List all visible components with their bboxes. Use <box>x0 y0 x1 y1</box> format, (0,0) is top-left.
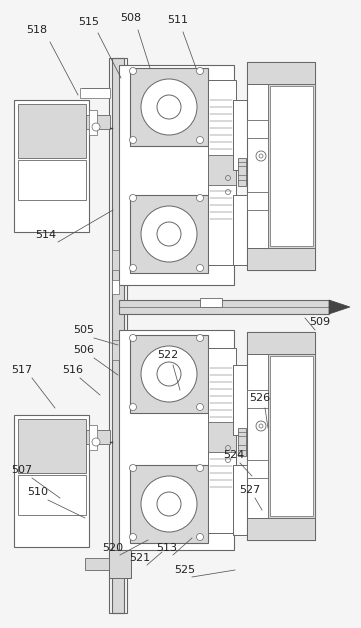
Bar <box>208 155 236 185</box>
Text: 525: 525 <box>174 565 196 575</box>
Bar <box>247 518 315 540</box>
Circle shape <box>157 95 181 119</box>
Bar <box>233 465 247 535</box>
Bar <box>89 425 97 450</box>
Bar <box>112 58 124 613</box>
Text: 510: 510 <box>27 487 48 497</box>
Bar <box>247 332 315 354</box>
Circle shape <box>130 136 136 144</box>
Bar <box>247 248 315 270</box>
Polygon shape <box>329 300 350 314</box>
Bar <box>112 250 119 270</box>
Text: 505: 505 <box>74 325 95 335</box>
Text: 518: 518 <box>26 25 48 35</box>
Text: 517: 517 <box>12 365 32 375</box>
Circle shape <box>256 151 266 161</box>
Text: 522: 522 <box>157 350 179 360</box>
Bar <box>270 356 313 516</box>
Text: 526: 526 <box>249 393 270 403</box>
Bar <box>268 354 315 518</box>
Bar <box>89 110 97 135</box>
Bar <box>86 115 110 129</box>
Bar <box>112 280 119 294</box>
Bar <box>208 422 236 452</box>
Bar <box>247 192 268 210</box>
Bar <box>268 84 315 248</box>
Text: 511: 511 <box>168 15 188 25</box>
Circle shape <box>130 195 136 202</box>
Bar <box>208 80 236 265</box>
Circle shape <box>196 335 204 342</box>
Bar <box>130 195 208 273</box>
Bar <box>130 335 208 413</box>
Circle shape <box>130 465 136 472</box>
Bar <box>14 100 89 232</box>
Circle shape <box>196 136 204 144</box>
Text: 516: 516 <box>62 365 83 375</box>
Bar <box>18 104 86 158</box>
Circle shape <box>141 346 197 402</box>
Text: 524: 524 <box>223 450 245 460</box>
Bar <box>119 300 329 314</box>
Text: 527: 527 <box>239 485 261 495</box>
Bar <box>130 465 208 543</box>
Bar <box>109 550 131 578</box>
Bar <box>18 475 86 515</box>
Bar <box>112 340 119 360</box>
Bar <box>247 62 315 270</box>
Bar <box>85 558 109 570</box>
Bar <box>247 460 268 478</box>
Text: 507: 507 <box>12 465 32 475</box>
Text: 520: 520 <box>103 543 123 553</box>
Bar <box>14 415 89 547</box>
Bar <box>233 100 247 170</box>
Bar <box>119 330 234 550</box>
Circle shape <box>130 404 136 411</box>
Bar <box>18 419 86 473</box>
Bar <box>233 365 247 435</box>
Circle shape <box>157 222 181 246</box>
Text: 513: 513 <box>157 543 178 553</box>
Circle shape <box>196 195 204 202</box>
Bar <box>130 68 208 146</box>
Circle shape <box>196 264 204 271</box>
Circle shape <box>130 335 136 342</box>
Circle shape <box>157 362 181 386</box>
Bar <box>80 88 110 98</box>
Circle shape <box>141 79 197 135</box>
Bar <box>270 86 313 246</box>
Circle shape <box>141 206 197 262</box>
Circle shape <box>196 465 204 472</box>
Circle shape <box>130 534 136 541</box>
Bar <box>86 430 110 444</box>
Text: 506: 506 <box>74 345 95 355</box>
Bar <box>200 298 222 307</box>
Circle shape <box>130 264 136 271</box>
Bar <box>247 390 268 408</box>
Bar <box>208 348 236 533</box>
Circle shape <box>92 438 100 446</box>
Circle shape <box>141 476 197 532</box>
Bar <box>18 160 86 200</box>
Bar <box>109 58 127 613</box>
Bar <box>247 62 315 84</box>
Text: 514: 514 <box>35 230 57 240</box>
Circle shape <box>157 492 181 516</box>
Circle shape <box>256 421 266 431</box>
Bar <box>119 65 234 285</box>
Text: 521: 521 <box>130 553 151 563</box>
Bar <box>233 195 247 265</box>
Circle shape <box>92 123 100 131</box>
Bar <box>247 332 315 540</box>
Bar <box>247 120 268 138</box>
Text: 508: 508 <box>121 13 142 23</box>
Circle shape <box>196 404 204 411</box>
Bar <box>238 158 246 186</box>
Circle shape <box>130 67 136 75</box>
Text: 509: 509 <box>309 317 331 327</box>
Bar <box>238 428 246 456</box>
Text: 515: 515 <box>78 17 100 27</box>
Circle shape <box>196 67 204 75</box>
Circle shape <box>196 534 204 541</box>
